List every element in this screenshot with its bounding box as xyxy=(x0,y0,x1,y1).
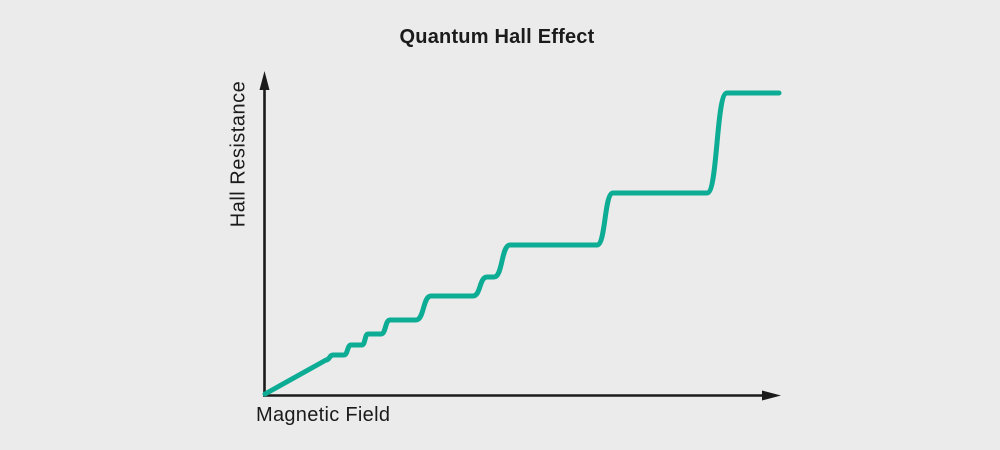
hall-resistance-curve xyxy=(262,90,782,397)
x-axis-label: Magnetic Field xyxy=(256,404,391,426)
chart-title: Quantum Hall Effect xyxy=(399,26,595,48)
y-axis-arrowhead-icon xyxy=(259,71,270,90)
y-axis-label: Hall Resistance xyxy=(227,80,250,228)
x-axis-arrowhead-icon xyxy=(762,390,781,401)
